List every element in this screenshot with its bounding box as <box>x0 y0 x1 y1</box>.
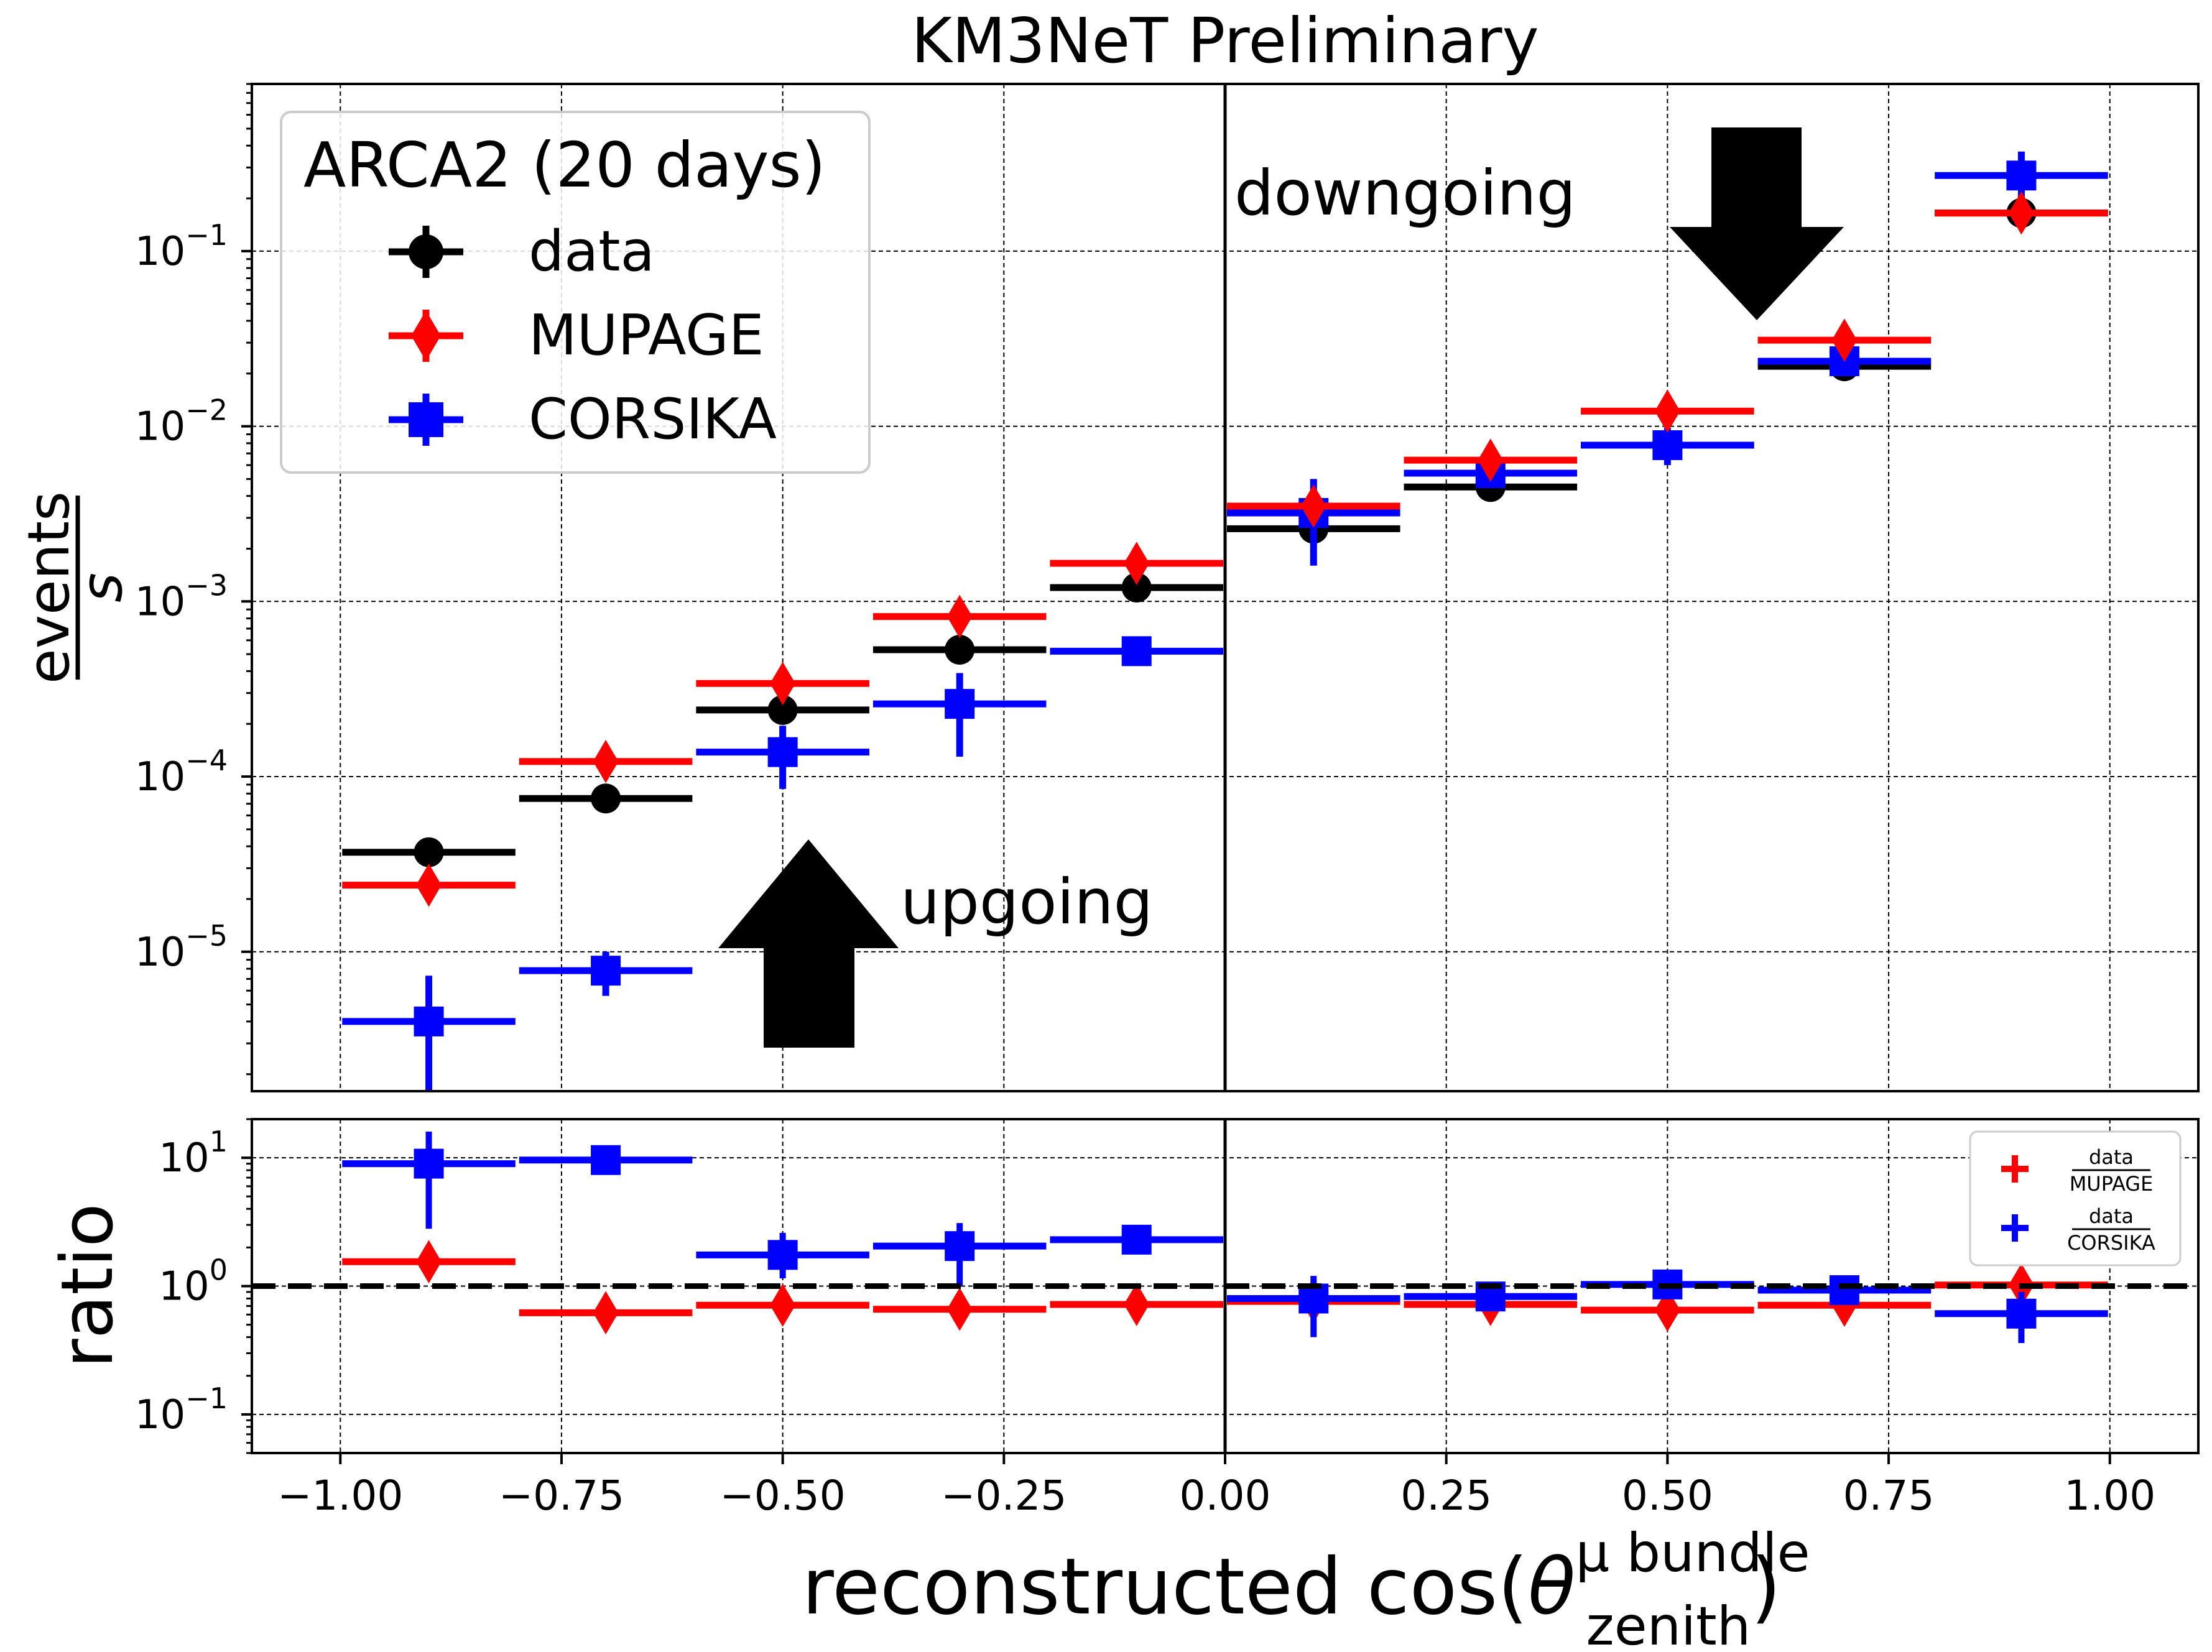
y-label-denominator: s <box>68 573 135 602</box>
downgoing-arrow-icon <box>1670 127 1844 320</box>
ratio-mupage-point-8 <box>1831 1283 1858 1327</box>
x-tick-label-0: −1.00 <box>277 1472 403 1520</box>
x-tick-label-7: 0.75 <box>1843 1472 1935 1520</box>
ratio-legend-num-2: data <box>2089 1204 2134 1228</box>
x-axis-ticks: −1.00 −0.75 −0.50 −0.25 0.00 0.25 0.50 0.75 1.00 <box>277 1453 2155 1520</box>
main-y-tick-label-1: 10−4 <box>135 744 228 800</box>
data-point-1 <box>591 783 621 814</box>
corsika-point-9 <box>2006 160 2037 191</box>
mupage-point-7 <box>1654 389 1680 433</box>
ratio-legend-markers <box>2001 1155 2029 1242</box>
ratio-corsika-point-1 <box>591 1145 621 1175</box>
mupage-point-3 <box>946 594 973 639</box>
corsika-point-7 <box>1652 430 1683 460</box>
legend-marker-0 <box>409 234 443 269</box>
x-tick-label-5: 0.25 <box>1400 1472 1492 1520</box>
data-point-3 <box>945 634 975 665</box>
downgoing-label: downgoing <box>1234 157 1576 229</box>
main-y-tick-label-2: 10−3 <box>135 568 228 625</box>
legend-marker-2 <box>409 402 443 437</box>
ratio-legend-num-1: data <box>2089 1145 2134 1169</box>
x-axis-label: reconstructed cos(θμ bundle zenith) <box>802 1522 1810 1652</box>
corsika-point-4 <box>1121 636 1152 667</box>
main-y-ticks: 10−5 10−4 10−3 10−2 10−1 <box>135 83 252 1076</box>
ratio-legend: data MUPAGE data CORSIKA <box>1969 1130 2182 1267</box>
ratio-corsika-point-0 <box>414 1148 444 1179</box>
data-point-4 <box>1121 573 1152 602</box>
chart-title: KM3NeT Preliminary <box>911 4 1539 77</box>
upgoing-label: upgoing <box>900 865 1153 938</box>
ratio-legend-den-1: MUPAGE <box>2070 1172 2154 1196</box>
legend-data-label: data <box>529 219 655 284</box>
main-legend: ARCA2 (20 days) data MUPAGE CORSIKA <box>280 111 871 474</box>
ratio-corsika-point-9 <box>2006 1298 2037 1329</box>
ratio-mupage-point-1 <box>593 1291 619 1335</box>
ratio-y-ticks: 10−1 100 101 <box>135 1118 252 1454</box>
data-point-2 <box>767 694 798 725</box>
mupage-point-0 <box>416 863 442 907</box>
main-legend-title: ARCA2 (20 days) <box>303 129 826 201</box>
ratio-mupage-point-7 <box>1654 1288 1680 1332</box>
legend-mupage-label: MUPAGE <box>529 303 764 368</box>
x-tick-label-8: 1.00 <box>2064 1472 2155 1520</box>
ratio-legend-den-2: CORSIKA <box>2067 1231 2155 1255</box>
main-legend-box <box>280 111 871 474</box>
ratio-corsika-point-4 <box>1121 1224 1152 1255</box>
mupage-point-9 <box>2009 191 2034 235</box>
corsika-point-3 <box>945 689 975 719</box>
data-point-0 <box>414 837 444 867</box>
main-y-tick-label-3: 10−2 <box>135 394 228 450</box>
ratio-mupage-point-2 <box>770 1283 796 1327</box>
main-series <box>342 151 2108 1091</box>
corsika-point-0 <box>414 1006 444 1036</box>
x-tick-label-2: −0.50 <box>720 1472 846 1520</box>
ratio-y-tick-label-0: 10−1 <box>135 1382 228 1438</box>
mupage-point-2 <box>770 662 796 706</box>
y-label-numerator: events <box>16 491 82 684</box>
main-legend-markers <box>389 226 463 446</box>
x-tick-label-6: 0.50 <box>1622 1472 1713 1520</box>
mupage-point-8 <box>1831 318 1858 362</box>
x-tick-label-1: −0.75 <box>499 1472 624 1520</box>
ratio-corsika-point-8 <box>1829 1275 1859 1306</box>
main-plot-frame <box>251 83 2200 1092</box>
ratio-y-tick-label-1: 100 <box>159 1253 228 1310</box>
mupage-point-1 <box>593 739 619 783</box>
corsika-point-1 <box>591 956 621 986</box>
ratio-y-tick-label-2: 101 <box>159 1125 228 1181</box>
ratio-mupage-point-0 <box>416 1240 442 1284</box>
legend-marker-1 <box>411 310 441 361</box>
mupage-point-4 <box>1124 542 1150 585</box>
ratio-corsika-point-2 <box>767 1240 798 1270</box>
main-y-label: events s <box>16 491 135 684</box>
ratio-legend-box <box>1969 1130 2182 1267</box>
mupage-point-5 <box>1300 484 1326 528</box>
upgoing-arrow-icon <box>718 839 899 1048</box>
ratio-plot-frame <box>251 1118 2200 1454</box>
x-tick-label-3: −0.25 <box>941 1472 1067 1520</box>
x-tick-label-4: 0.00 <box>1180 1472 1271 1520</box>
main-y-tick-label-4: 10−1 <box>135 218 228 275</box>
main-y-tick-label-0: 10−5 <box>135 919 228 976</box>
ratio-mupage-point-3 <box>946 1287 973 1331</box>
corsika-point-2 <box>767 737 798 767</box>
ratio-corsika-point-3 <box>945 1231 975 1262</box>
legend-corsika-label: CORSIKA <box>529 387 777 452</box>
mupage-point-6 <box>1478 438 1504 482</box>
ratio-y-label: ratio <box>46 1203 129 1368</box>
ratio-mupage-point-4 <box>1124 1283 1150 1326</box>
